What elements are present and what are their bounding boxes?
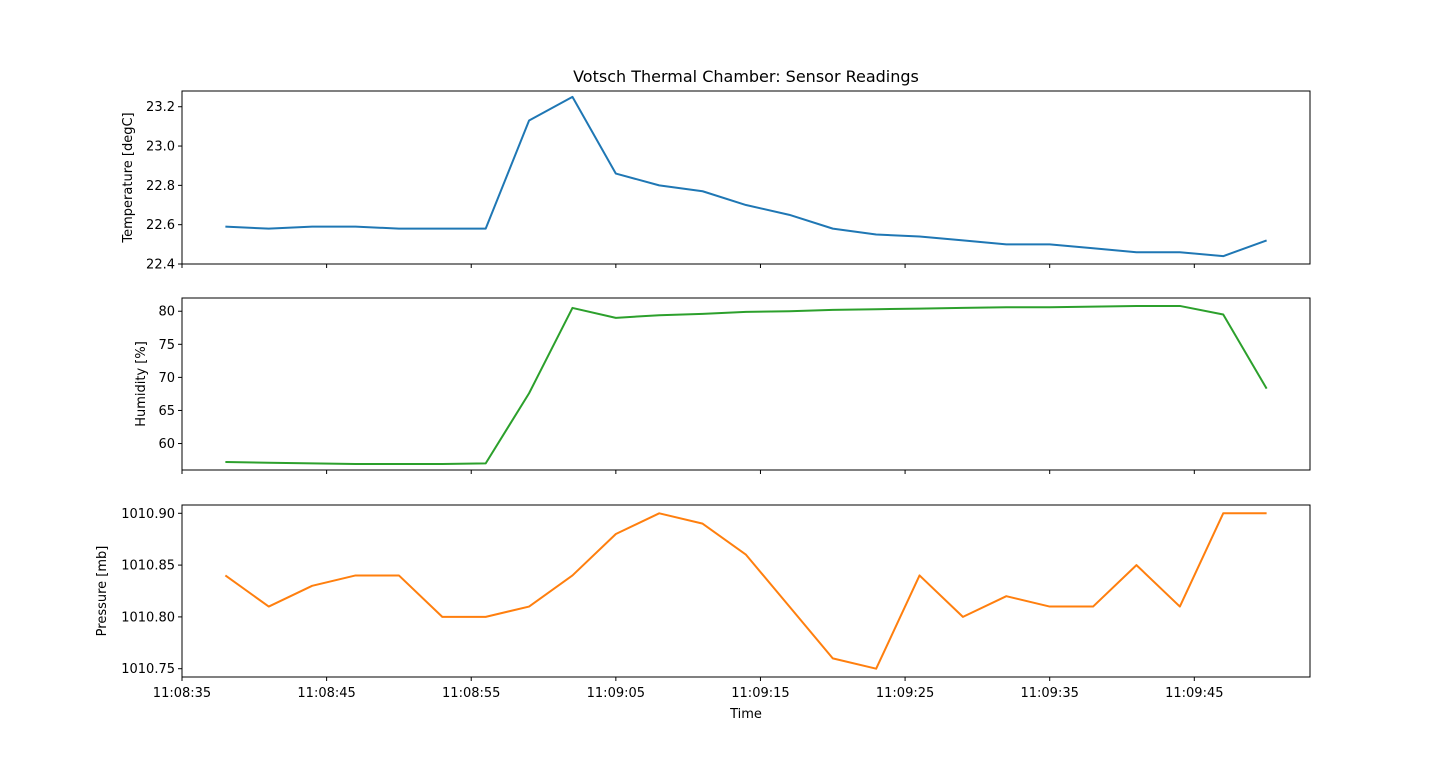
temperature-y-tick-label: 23.2 bbox=[146, 100, 175, 115]
pressure-y-tick-label: 1010.80 bbox=[121, 610, 175, 625]
pressure-y-axis-label: Pressure [mb] bbox=[95, 546, 110, 637]
temperature-y-tick-label: 22.8 bbox=[146, 179, 175, 194]
humidity-y-tick-label: 65 bbox=[158, 404, 175, 419]
temperature-y-tick-label: 23.0 bbox=[146, 140, 175, 155]
temperature-y-axis-label: Temperature [degC] bbox=[121, 112, 136, 243]
pressure-y-tick-label: 1010.90 bbox=[121, 507, 175, 522]
humidity-y-tick-label: 60 bbox=[158, 437, 175, 452]
pressure-axes-frame bbox=[181, 504, 1311, 678]
pressure-panel: 1010.75 1010.80 1010.85 1010.90 Pressure [mb… bbox=[95, 504, 1311, 681]
pressure-y-tick-label: 1010.85 bbox=[121, 559, 175, 574]
humidity-y-tick-label: 80 bbox=[158, 305, 175, 320]
x-tick-label: 11:09:05 bbox=[587, 686, 645, 701]
temperature-y-tick-label: 22.4 bbox=[146, 258, 175, 273]
humidity-panel: 60 65 70 75 80 Humidity [%] bbox=[134, 297, 1311, 474]
temperature-series-line bbox=[225, 95, 1267, 258]
x-tick-label: 11:09:15 bbox=[731, 686, 789, 701]
x-axis-label: Time bbox=[729, 707, 762, 722]
x-tick-label: 11:08:55 bbox=[442, 686, 500, 701]
humidity-y-tick-label: 70 bbox=[158, 371, 175, 386]
x-axis-tick-labels: 11:08:35 11:08:45 11:08:55 11:09:05 11:09:15… bbox=[153, 686, 1224, 701]
humidity-y-tick-label: 75 bbox=[158, 338, 175, 353]
temperature-y-tick-label: 22.6 bbox=[146, 218, 175, 233]
x-tick-label: 11:09:45 bbox=[1165, 686, 1223, 701]
temperature-panel: 22.4 22.6 22.8 23.0 23.2 Temperature [degC] bbox=[121, 90, 1311, 273]
x-tick-label: 11:08:45 bbox=[297, 686, 355, 701]
x-tick-label: 11:09:35 bbox=[1020, 686, 1078, 701]
x-tick-label: 11:09:25 bbox=[876, 686, 934, 701]
pressure-series-line bbox=[224, 512, 1267, 670]
temperature-axes-frame bbox=[181, 90, 1311, 265]
pressure-y-tick-label: 1010.75 bbox=[121, 662, 175, 677]
chart-title: Votsch Thermal Chamber: Sensor Readings bbox=[573, 67, 919, 86]
x-tick-label: 11:08:35 bbox=[153, 686, 211, 701]
humidity-axes-frame bbox=[181, 297, 1311, 471]
humidity-series-line bbox=[225, 304, 1268, 466]
humidity-y-axis-label: Humidity [%] bbox=[134, 341, 149, 427]
